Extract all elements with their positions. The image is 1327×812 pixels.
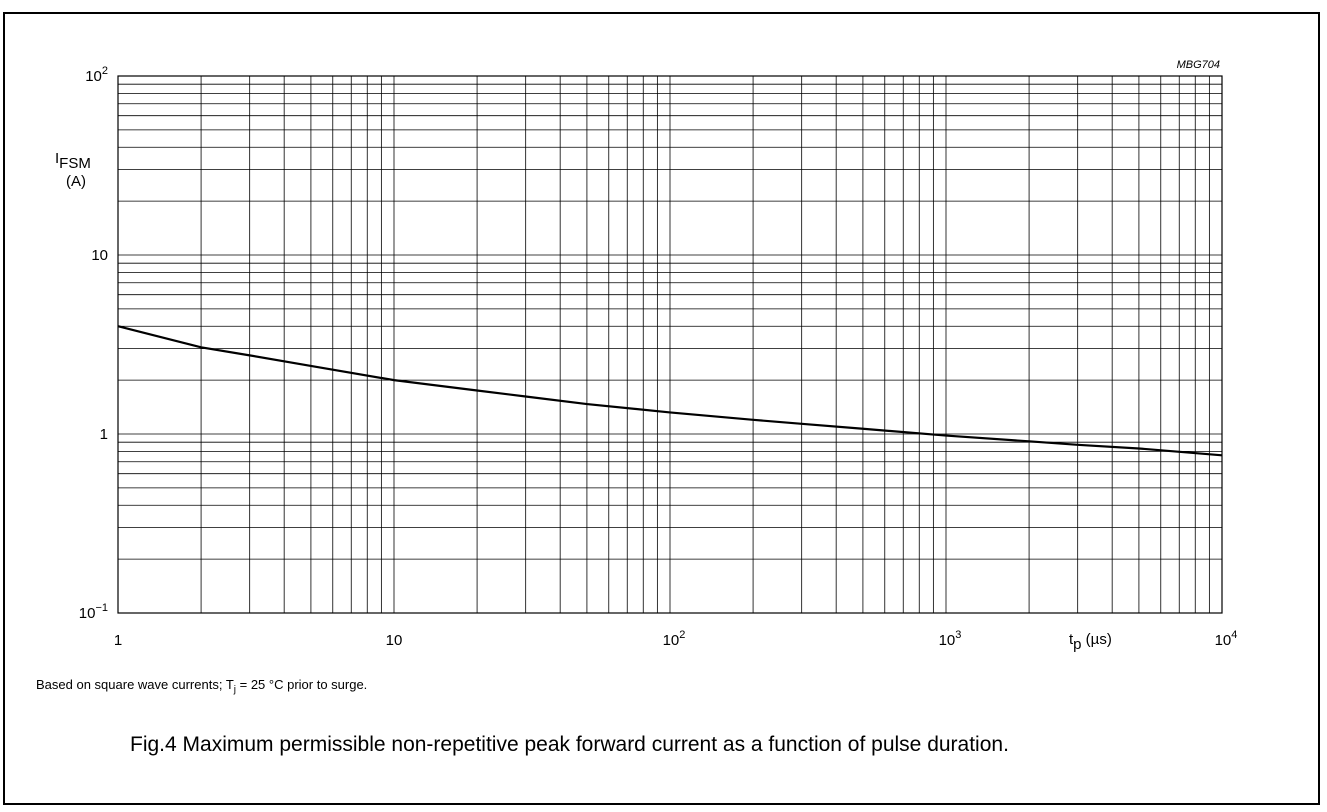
y-tick-labels: 10−1 1 10 102 [79, 65, 108, 622]
series-line [117, 325, 1223, 457]
x-tick-label: 103 [939, 629, 962, 649]
x-tick-label: 10 [386, 632, 403, 649]
footnote: Based on square wave currents; Tj = 25 °… [36, 677, 368, 696]
y-tick-label: 10 [91, 247, 108, 264]
x-tick-label: 102 [663, 629, 686, 649]
x-tick-label: 1 [114, 632, 122, 649]
figure-frame [3, 12, 1320, 805]
y-tick-label: 10−1 [79, 602, 108, 622]
y-tick-label: 102 [85, 65, 108, 85]
grid [118, 76, 1222, 613]
x-tick-labels: 1 10 102 103 104 [114, 629, 1238, 649]
figure-caption: Fig.4 Maximum permissible non-repetitive… [130, 733, 1009, 756]
y-axis-unit: (A) [66, 173, 86, 190]
plot-border [117, 75, 1223, 614]
y-axis-label: IFSM [55, 150, 91, 172]
figure-code: MBG704 [1177, 59, 1220, 71]
x-tick-label: 104 [1215, 629, 1238, 649]
y-tick-label: 1 [100, 426, 108, 443]
x-axis-label: tp (µs) [1069, 631, 1112, 653]
